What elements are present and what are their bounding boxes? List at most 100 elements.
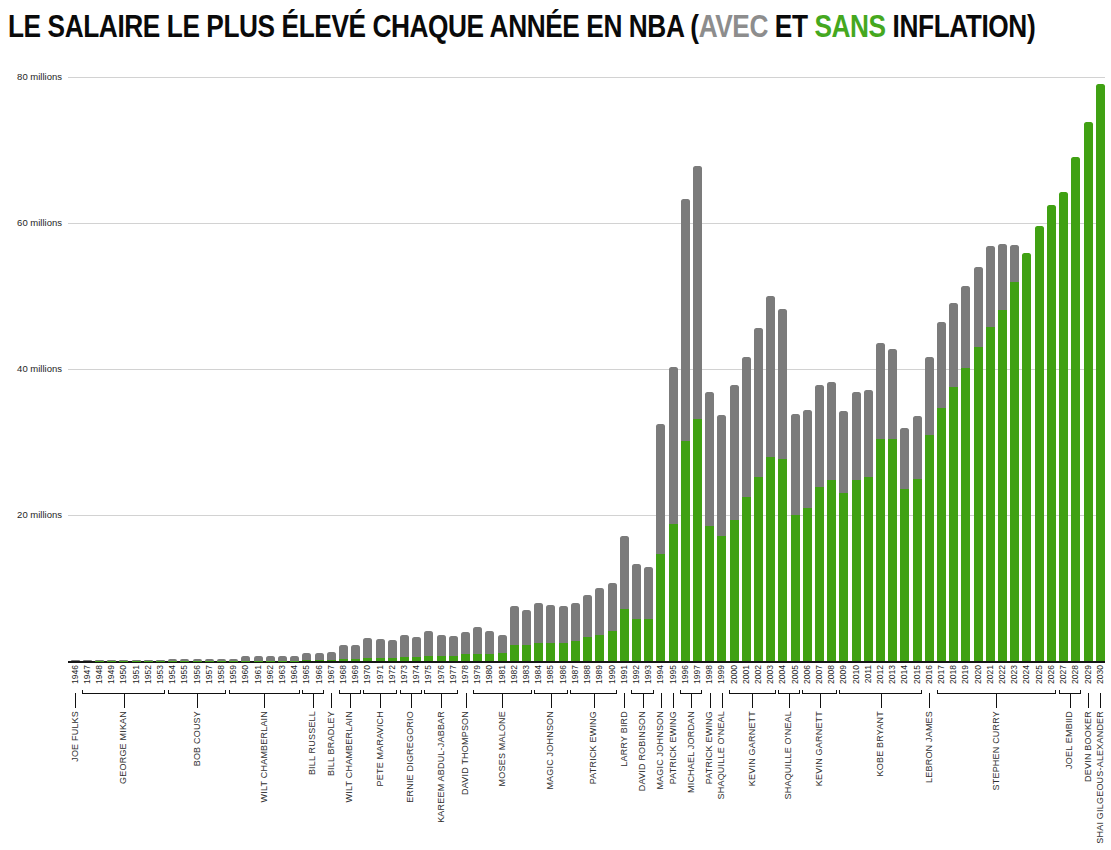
bar-sans-1968: [339, 659, 348, 661]
year-label-1990: 1990: [608, 665, 617, 684]
player-bracket-end: [360, 690, 361, 694]
bar-sans-1967: [327, 660, 336, 661]
player-label: ERNIE DIGREGORIO: [406, 711, 415, 803]
year-label-2029: 2029: [1084, 665, 1093, 684]
year-label-2008: 2008: [827, 665, 836, 684]
year-label-1997: 1997: [693, 665, 702, 684]
year-label-2009: 2009: [839, 665, 848, 684]
y-axis-label-40m: 40 millions: [0, 363, 62, 374]
player-label: WILT CHAMBERLAIN: [260, 711, 269, 802]
player-bracket-end: [921, 690, 922, 694]
player-bracket-end: [616, 690, 617, 694]
bar-sans-2029: [1084, 122, 1093, 661]
year-label-1966: 1966: [315, 665, 324, 684]
title-prefix: LE SALAIRE LE PLUS ÉLEVÉ CHAQUE ANNÉE EN…: [8, 8, 699, 44]
bar-sans-2007: [815, 487, 824, 661]
player-bracket-tick: [411, 693, 412, 708]
year-label-2014: 2014: [900, 665, 909, 684]
bar-sans-1972: [388, 658, 397, 661]
bar-sans-2018: [949, 387, 958, 661]
year-label-1973: 1973: [400, 665, 409, 684]
player-bracket-end: [839, 690, 840, 694]
player-bracket-tick: [673, 693, 674, 708]
year-label-1956: 1956: [193, 665, 202, 684]
bar-sans-1992: [632, 619, 641, 661]
bar-sans-1985: [546, 643, 555, 661]
year-label-1996: 1996: [681, 665, 690, 684]
bar-sans-1978: [461, 654, 470, 661]
year-label-1946: 1946: [71, 665, 80, 684]
bar-sans-1970: [363, 658, 372, 661]
bar-sans-2030: [1096, 84, 1105, 661]
player-bracket-tick: [1088, 693, 1089, 708]
year-label-2025: 2025: [1035, 665, 1044, 684]
bar-sans-1989: [595, 635, 604, 661]
year-label-1961: 1961: [254, 665, 263, 684]
bar-sans-2024: [1022, 253, 1031, 661]
player-bracket-tick: [551, 693, 552, 708]
player-bracket-end: [778, 690, 779, 694]
bar-sans-2006: [803, 508, 812, 661]
player-label: JOEL EMBIID: [1065, 711, 1074, 769]
year-label-1992: 1992: [632, 665, 641, 684]
year-label-1968: 1968: [339, 665, 348, 684]
year-label-2028: 2028: [1071, 665, 1080, 684]
bar-sans-1995: [669, 524, 678, 661]
player-bracket-end: [229, 690, 230, 694]
year-label-2019: 2019: [961, 665, 970, 684]
player-label: BILL RUSSELL: [308, 711, 317, 775]
year-label-1953: 1953: [156, 665, 165, 684]
player-bracket-end: [396, 690, 397, 694]
player-label: SHAQUILLE O'NEAL: [717, 711, 726, 799]
y-axis-label-60m: 60 millions: [0, 217, 62, 228]
bar-sans-1986: [559, 643, 568, 661]
year-label-1955: 1955: [180, 665, 189, 684]
year-label-1962: 1962: [266, 665, 275, 684]
player-bracket-tick: [789, 693, 790, 708]
player-bracket-end: [531, 690, 532, 694]
year-label-1969: 1969: [351, 665, 360, 684]
player-bracket-tick: [643, 693, 644, 708]
title-avec-highlight: AVEC: [699, 8, 768, 44]
gridline-60m: [68, 223, 1105, 224]
year-label-1991: 1991: [620, 665, 629, 684]
player-bracket-end: [164, 690, 165, 694]
player-bracket-tick: [466, 693, 467, 708]
player-bracket-end: [457, 690, 458, 694]
bar-sans-2016: [925, 435, 934, 661]
player-label: BILL BRADLEY: [327, 711, 336, 776]
year-label-2007: 2007: [815, 665, 824, 684]
bar-sans-1966: [315, 660, 324, 661]
year-label-1950: 1950: [119, 665, 128, 684]
bar-sans-1993: [644, 619, 653, 661]
player-label: PATRICK EWING: [705, 711, 714, 784]
year-label-2026: 2026: [1047, 665, 1056, 684]
year-label-1967: 1967: [327, 665, 336, 684]
player-label: STEPHEN CURRY: [992, 711, 1001, 790]
player-bracket-end: [570, 690, 571, 694]
player-bracket-end: [1080, 690, 1081, 694]
year-label-1994: 1994: [656, 665, 665, 684]
player-bracket-tick: [380, 693, 381, 708]
year-label-1964: 1964: [290, 665, 299, 684]
bar-sans-2020: [974, 347, 983, 661]
bar-sans-2011: [864, 477, 873, 661]
player-label: JOE FULKS: [71, 711, 80, 762]
year-label-1993: 1993: [644, 665, 653, 684]
player-bracket-tick: [502, 693, 503, 708]
player-bracket-tick: [820, 693, 821, 708]
year-label-2021: 2021: [986, 665, 995, 684]
year-label-2012: 2012: [876, 665, 885, 684]
year-label-2010: 2010: [852, 665, 861, 684]
player-label: DEVIN BOOKER: [1084, 711, 1093, 782]
player-label: GEORGE MIKAN: [119, 711, 128, 784]
year-label-1980: 1980: [485, 665, 494, 684]
year-label-1971: 1971: [376, 665, 385, 684]
bar-sans-2008: [827, 480, 836, 661]
player-bracket-end: [363, 690, 364, 694]
year-label-1958: 1958: [217, 665, 226, 684]
year-label-1948: 1948: [95, 665, 104, 684]
player-bracket-end: [168, 690, 169, 694]
player-bracket-tick: [197, 693, 198, 708]
bar-sans-1981: [498, 653, 507, 661]
